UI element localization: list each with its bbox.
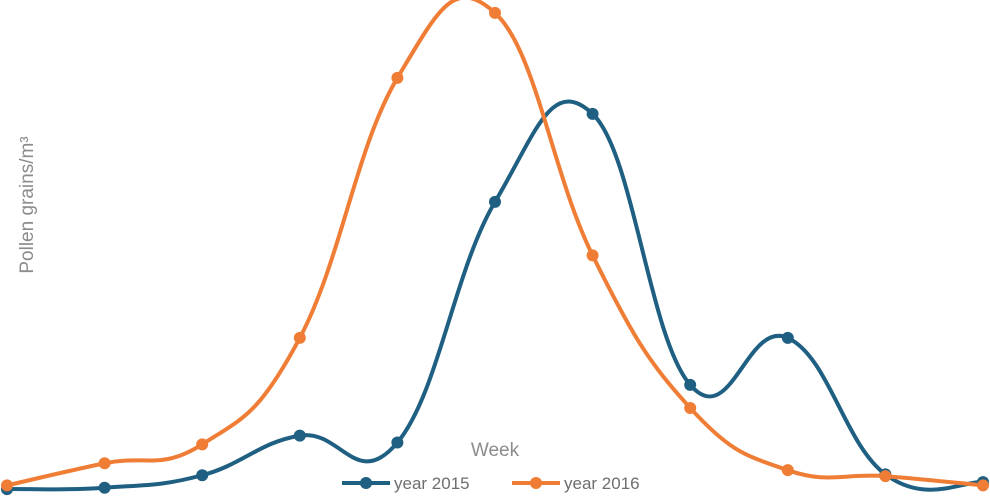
- data-point-year-2016-week-3: [196, 438, 209, 451]
- data-point-year-2015-week-5: [391, 436, 404, 449]
- data-point-year-2015-week-8: [684, 378, 697, 391]
- data-point-year-2016-week-7: [586, 249, 599, 262]
- x-axis-title: Week: [471, 440, 520, 461]
- legend: year 2015 year 2016: [342, 474, 640, 493]
- data-point-year-2016-week-4: [293, 331, 306, 344]
- data-point-year-2016-week-11: [977, 479, 989, 492]
- data-point-year-2016-week-5: [391, 71, 404, 84]
- legend-marker-year-2016: [530, 477, 542, 489]
- series-line-year-2015: [5, 99, 985, 492]
- data-point-year-2016-week-6: [489, 6, 501, 19]
- data-point-year-2015-week-4: [293, 429, 306, 442]
- data-point-year-2016-week-9: [781, 464, 794, 477]
- y-axis-title: Pollen grains/m³: [17, 136, 38, 273]
- data-point-year-2016-week-1: [1, 479, 13, 492]
- data-point-year-2015-week-7: [586, 107, 599, 120]
- data-point-year-2015-week-9: [781, 331, 794, 344]
- data-point-year-2015-week-3: [196, 469, 209, 482]
- series-line-year-2016: [5, 0, 985, 488]
- data-point-year-2015-week-2: [98, 481, 111, 494]
- data-point-year-2016-week-8: [684, 401, 697, 414]
- legend-item-year-2015: year 2015: [342, 474, 470, 493]
- legend-label-year-2015: year 2015: [394, 474, 470, 493]
- data-point-year-2016-week-10: [879, 470, 892, 483]
- legend-marker-year-2015: [360, 477, 372, 489]
- data-point-year-2016-week-2: [98, 457, 111, 470]
- legend-item-year-2016: year 2016: [512, 474, 640, 493]
- data-point-year-2015-week-6: [489, 195, 501, 208]
- legend-label-year-2016: year 2016: [564, 474, 640, 493]
